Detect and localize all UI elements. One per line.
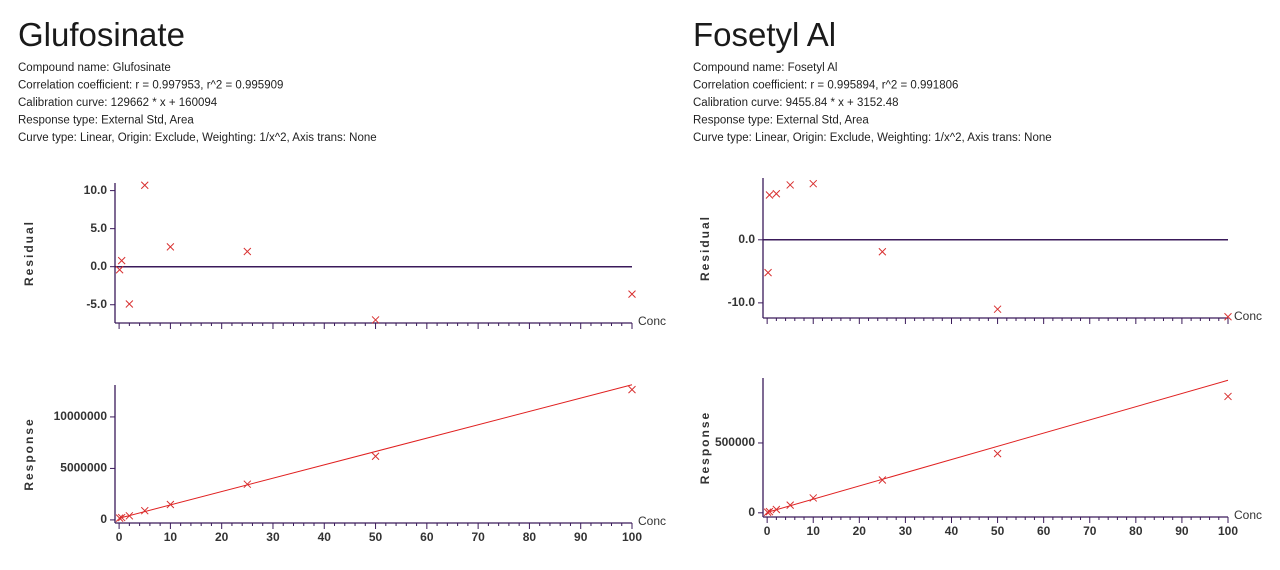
x-axis-label: Conc xyxy=(638,314,666,328)
x-tick-label: 20 xyxy=(215,530,229,544)
y-axis-label: Response xyxy=(22,417,36,490)
y-tick-label: 5.0 xyxy=(90,221,107,235)
info-line: Correlation coefficient: r = 0.995894, r… xyxy=(693,80,958,92)
y-tick-label: 5000000 xyxy=(60,461,107,475)
x-tick-label: 50 xyxy=(369,530,383,544)
point xyxy=(115,265,124,274)
point xyxy=(117,513,126,522)
x-tick-label: 60 xyxy=(420,530,434,544)
x-tick-label: 0 xyxy=(116,530,123,544)
point xyxy=(1224,312,1232,321)
panel-title: Fosetyl Al xyxy=(693,16,836,53)
point xyxy=(765,191,774,199)
point xyxy=(878,476,887,484)
x-tick-label: 80 xyxy=(523,530,537,544)
x-tick-label: 70 xyxy=(1083,524,1097,538)
x-axis-label: Conc xyxy=(1234,508,1262,522)
point xyxy=(243,247,252,256)
y-tick-label: 500000 xyxy=(715,435,755,449)
y-tick-label: 0 xyxy=(748,505,755,519)
point xyxy=(117,256,126,265)
point xyxy=(772,505,781,514)
point xyxy=(125,300,134,308)
point xyxy=(786,181,795,189)
point xyxy=(166,500,175,509)
x-tick-label: 40 xyxy=(945,524,959,538)
x-axis-label: Conc xyxy=(638,514,666,528)
point xyxy=(243,480,252,489)
x-tick-label: 20 xyxy=(853,524,867,538)
point xyxy=(993,305,1002,314)
x-tick-label: 90 xyxy=(574,530,588,544)
x-tick-label: 70 xyxy=(471,530,485,544)
y-tick-label: -5.0 xyxy=(86,297,107,311)
panel-title: Glufosinate xyxy=(18,16,185,53)
x-tick-label: 10 xyxy=(807,524,821,538)
y-axis-label: Response xyxy=(698,411,712,484)
info-line: Compound name: Fosetyl Al xyxy=(693,62,837,74)
info-line: Correlation coefficient: r = 0.997953, r… xyxy=(18,80,283,92)
y-tick-label: 0.0 xyxy=(738,232,755,246)
point xyxy=(809,494,818,502)
x-tick-label: 30 xyxy=(899,524,913,538)
y-tick-label: -10.0 xyxy=(728,295,756,309)
x-tick-label: 100 xyxy=(1218,524,1238,538)
fit-line xyxy=(767,379,1229,513)
point xyxy=(371,452,380,461)
y-tick-label: 0.0 xyxy=(90,259,107,273)
point xyxy=(764,268,772,277)
x-tick-label: 50 xyxy=(991,524,1005,538)
y-tick-label: 0 xyxy=(100,512,107,526)
point xyxy=(140,181,149,190)
y-tick-label: 10000000 xyxy=(54,409,108,423)
point xyxy=(809,179,818,188)
x-tick-label: 60 xyxy=(1037,524,1051,538)
point xyxy=(772,189,781,198)
info-line: Calibration curve: 9455.84 * x + 3152.48 xyxy=(693,97,899,109)
info-line: Compound name: Glufosinate xyxy=(18,62,171,74)
point xyxy=(878,247,887,256)
point xyxy=(125,511,134,520)
x-tick-label: 90 xyxy=(1175,524,1189,538)
info-line: Calibration curve: 129662 * x + 160094 xyxy=(18,97,218,109)
x-tick-label: 0 xyxy=(764,524,771,538)
x-tick-label: 10 xyxy=(164,530,178,544)
point xyxy=(1224,392,1232,401)
x-tick-label: 100 xyxy=(622,530,642,544)
y-tick-label: 10.0 xyxy=(84,183,108,197)
info-line: Curve type: Linear, Origin: Exclude, Wei… xyxy=(693,132,1052,144)
x-tick-label: 30 xyxy=(266,530,280,544)
point xyxy=(993,449,1002,458)
x-axis-label: Conc xyxy=(1234,309,1262,323)
point xyxy=(166,243,175,251)
point xyxy=(628,385,636,394)
info-line: Curve type: Linear, Origin: Exclude, Wei… xyxy=(18,132,377,144)
point xyxy=(786,501,795,510)
x-tick-label: 40 xyxy=(318,530,332,544)
y-axis-label: Residual xyxy=(698,215,712,281)
info-line: Response type: External Std, Area xyxy=(693,115,869,127)
info-line: Response type: External Std, Area xyxy=(18,115,194,127)
point xyxy=(140,506,149,515)
point xyxy=(765,507,774,516)
x-tick-label: 80 xyxy=(1129,524,1143,538)
point xyxy=(371,316,380,324)
point xyxy=(763,508,772,517)
y-axis-label: Residual xyxy=(22,220,36,286)
fit-line xyxy=(118,384,633,519)
point xyxy=(628,290,636,298)
point xyxy=(115,514,124,522)
